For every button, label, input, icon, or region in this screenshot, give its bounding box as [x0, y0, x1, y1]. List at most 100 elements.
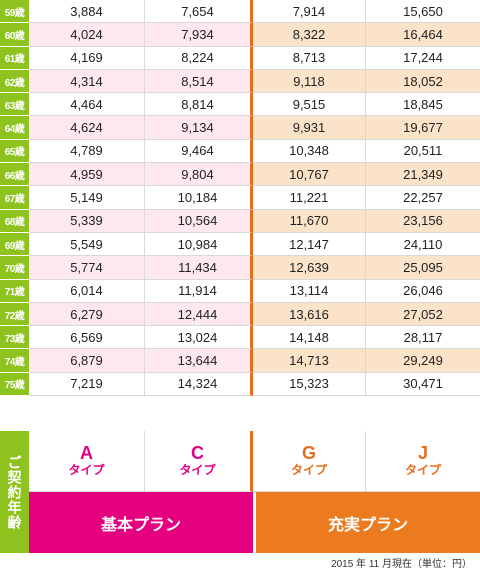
type-a-cell: 4,314: [29, 69, 145, 94]
full-plan-header: 充実プラン: [256, 492, 480, 553]
type-g-cell: 15,323: [253, 372, 366, 397]
type-letter: A: [80, 443, 93, 463]
type-letter: G: [301, 443, 316, 463]
type-j-cell: 22,257: [366, 186, 480, 210]
type-j-cell: 16,464: [366, 23, 480, 47]
type-a-cell: 5,549: [29, 232, 145, 257]
basic-plan-header: 基本プラン: [29, 492, 256, 553]
type-j-cell: 15,650: [366, 0, 480, 24]
contract-age-label: ご契約年齢: [0, 431, 29, 553]
type-c-cell: 8,224: [145, 46, 253, 70]
type-g-cell: 10,348: [253, 139, 366, 164]
type-letter: C: [191, 443, 204, 463]
type-a-cell: 4,789: [29, 139, 145, 164]
age-cell: 67歳: [0, 186, 29, 210]
type-g-cell: 8,322: [253, 23, 366, 47]
type-j-cell: 17,244: [366, 46, 480, 70]
type-c-cell: 12,444: [145, 302, 253, 327]
type-g-cell: 13,616: [253, 302, 366, 327]
type-a-cell: 4,959: [29, 163, 145, 187]
type-c-cell: 10,184: [145, 186, 253, 210]
table-row: 66歳 4,959 9,804 10,767 21,349: [0, 163, 480, 187]
type-c-cell: 13,024: [145, 326, 253, 350]
table-row: 73歳 6,569 13,024 14,148 28,117: [0, 326, 480, 350]
type-j-cell: 25,095: [366, 256, 480, 280]
table-row: 63歳 4,464 8,814 9,515 18,845: [0, 93, 480, 117]
type-c-cell: 10,984: [145, 232, 253, 257]
age-cell: 65歳: [0, 139, 29, 164]
footnote: 2015 年 11 月現在（単位：円）: [331, 559, 472, 570]
type-a-cell: 3,884: [29, 0, 145, 24]
type-suffix: タイプ: [179, 463, 216, 477]
type-a-cell: 6,879: [29, 349, 145, 373]
type-c-cell: 10,564: [145, 209, 253, 233]
type-c-cell: 7,654: [145, 0, 253, 24]
table-row: 70歳 5,774 11,434 12,639 25,095: [0, 256, 480, 280]
type-a-cell: 4,169: [29, 46, 145, 70]
type-a-cell: 6,569: [29, 326, 145, 350]
type-c-cell: 9,134: [145, 116, 253, 140]
type-j-cell: 23,156: [366, 209, 480, 233]
type-c-cell: 7,934: [145, 23, 253, 47]
age-cell: 74歳: [0, 349, 29, 373]
type-c-cell: 13,644: [145, 349, 253, 373]
age-cell: 75歳: [0, 372, 29, 397]
age-cell: 71歳: [0, 279, 29, 303]
table-row: 72歳 6,279 12,444 13,616 27,052: [0, 302, 480, 327]
type-j-cell: 20,511: [366, 139, 480, 164]
type-j-cell: 29,249: [366, 349, 480, 373]
type-j-cell: 18,052: [366, 69, 480, 94]
type-g-cell: 13,114: [253, 279, 366, 303]
table-row: 64歳 4,624 9,134 9,931 19,677: [0, 116, 480, 140]
age-cell: 70歳: [0, 256, 29, 280]
age-cell: 64歳: [0, 116, 29, 140]
age-cell: 69歳: [0, 232, 29, 257]
type-j-cell: 24,110: [366, 232, 480, 257]
type-a-cell: 4,464: [29, 93, 145, 117]
age-cell: 62歳: [0, 69, 29, 94]
table-row: 60歳 4,024 7,934 8,322 16,464: [0, 23, 480, 47]
type-g-cell: 9,931: [253, 116, 366, 140]
type-g-cell: 11,221: [253, 186, 366, 210]
age-cell: 59歳: [0, 0, 29, 24]
type-c-header: C タイプ: [145, 431, 253, 492]
age-cell: 60歳: [0, 23, 29, 47]
type-a-cell: 5,149: [29, 186, 145, 210]
type-c-cell: 11,434: [145, 256, 253, 280]
type-g-cell: 12,639: [253, 256, 366, 280]
type-a-cell: 4,024: [29, 23, 145, 47]
type-a-header: A タイプ: [29, 431, 145, 492]
type-g-cell: 9,515: [253, 93, 366, 117]
type-letter: J: [417, 443, 428, 463]
premium-table: 59歳 3,884 7,654 7,914 15,650 60歳 4,024 7,934 8,3…: [0, 0, 480, 397]
type-a-cell: 5,774: [29, 256, 145, 280]
type-g-header: G タイプ: [253, 431, 366, 492]
type-suffix: タイプ: [290, 463, 327, 477]
type-g-cell: 12,147: [253, 232, 366, 257]
type-row: A タイプ C タイプ G タイプ J タイプ: [29, 431, 480, 492]
type-j-cell: 30,471: [366, 372, 480, 397]
age-cell: 66歳: [0, 163, 29, 187]
type-a-cell: 6,279: [29, 302, 145, 327]
type-a-cell: 4,624: [29, 116, 145, 140]
type-c-cell: 14,324: [145, 372, 253, 397]
type-g-cell: 11,670: [253, 209, 366, 233]
type-j-header: J タイプ: [366, 431, 480, 492]
type-c-cell: 9,464: [145, 139, 253, 164]
type-suffix: タイプ: [68, 463, 105, 477]
type-c-cell: 8,514: [145, 69, 253, 94]
table-row: 59歳 3,884 7,654 7,914 15,650: [0, 0, 480, 24]
type-g-cell: 7,914: [253, 0, 366, 24]
type-g-cell: 14,148: [253, 326, 366, 350]
type-g-cell: 10,767: [253, 163, 366, 187]
age-cell: 68歳: [0, 209, 29, 233]
type-a-cell: 6,014: [29, 279, 145, 303]
type-a-cell: 5,339: [29, 209, 145, 233]
plan-row: 基本プラン 充実プラン: [29, 492, 480, 553]
type-g-cell: 14,713: [253, 349, 366, 373]
type-j-cell: 18,845: [366, 93, 480, 117]
table-row: 61歳 4,169 8,224 8,713 17,244: [0, 46, 480, 70]
age-cell: 72歳: [0, 302, 29, 327]
table-row: 67歳 5,149 10,184 11,221 22,257: [0, 186, 480, 210]
table-row: 62歳 4,314 8,514 9,118 18,052: [0, 69, 480, 94]
